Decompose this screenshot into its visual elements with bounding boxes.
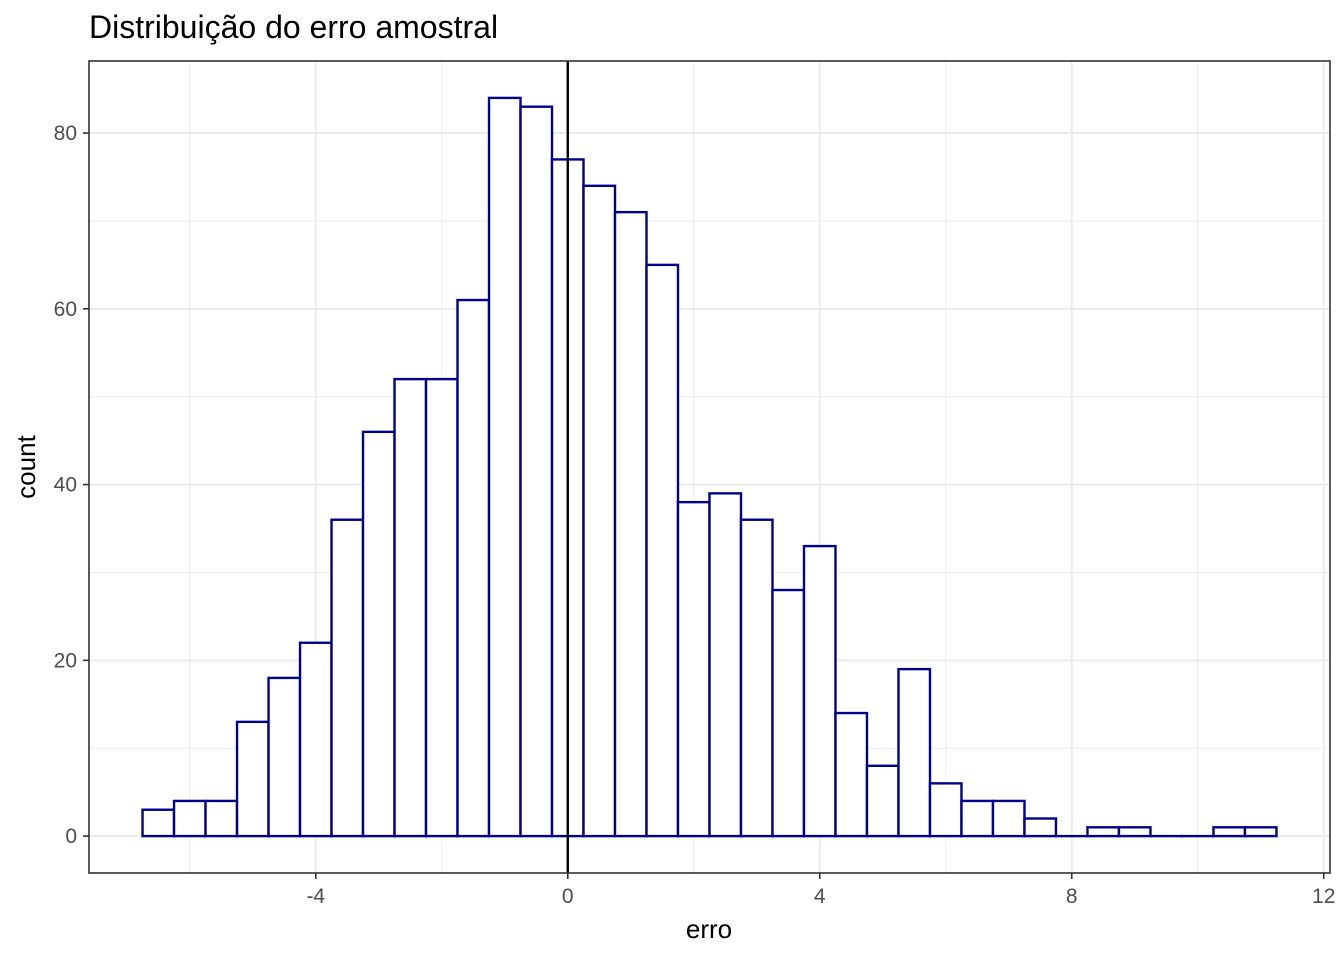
chart-title: Distribuição do erro amostral	[89, 9, 498, 45]
histogram-bar	[141, 808, 176, 838]
histogram-bar	[204, 799, 239, 838]
histogram-bar	[235, 720, 270, 838]
histogram-bar	[1086, 826, 1121, 838]
histogram-bar	[487, 96, 522, 838]
x-tick-label: 0	[562, 885, 574, 908]
histogram-bar	[834, 711, 869, 838]
histogram-bars	[141, 96, 1278, 838]
histogram-bar	[172, 799, 207, 838]
x-tick-label: 4	[814, 885, 826, 908]
histogram-bar	[361, 430, 396, 838]
histogram-bar	[739, 518, 774, 838]
histogram-bar	[613, 210, 648, 838]
histogram-bar	[802, 544, 837, 838]
histogram-bar	[330, 518, 365, 838]
x-tick-label: -4	[306, 885, 325, 908]
x-axis-title: erro	[686, 914, 732, 944]
histogram-bar	[928, 782, 963, 838]
y-tick-label: 40	[54, 474, 77, 497]
y-tick-label: 20	[54, 649, 77, 672]
histogram-bar	[708, 492, 743, 838]
histogram-bar	[393, 377, 428, 838]
histogram-bar	[1212, 826, 1247, 838]
histogram-bar	[865, 764, 900, 838]
histogram-bar	[267, 676, 302, 838]
axis-ticks: -4 0 4 8 12 0 20 40 60 80	[54, 122, 1336, 908]
y-tick-label: 80	[54, 122, 77, 145]
x-tick-label: 8	[1066, 885, 1078, 908]
histogram-bar	[1023, 817, 1058, 838]
histogram-bar	[991, 799, 1026, 838]
histogram-bar	[897, 667, 932, 838]
histogram-bar	[582, 184, 617, 838]
histogram-bar	[645, 263, 680, 838]
histogram-bar	[424, 377, 459, 838]
histogram-bar	[676, 500, 711, 838]
plot-panel-border	[88, 60, 1331, 874]
histogram-bar	[771, 588, 806, 838]
histogram-bar	[298, 641, 333, 838]
histogram-bar	[456, 298, 491, 838]
histogram-bar	[960, 799, 995, 838]
histogram-bar	[1117, 826, 1152, 838]
y-tick-label: 0	[65, 825, 77, 848]
x-tick-label: 12	[1312, 885, 1335, 908]
y-tick-label: 60	[54, 298, 77, 321]
histogram-bar	[1243, 826, 1278, 838]
y-axis-title: count	[11, 434, 41, 498]
histogram-bar	[519, 105, 554, 838]
